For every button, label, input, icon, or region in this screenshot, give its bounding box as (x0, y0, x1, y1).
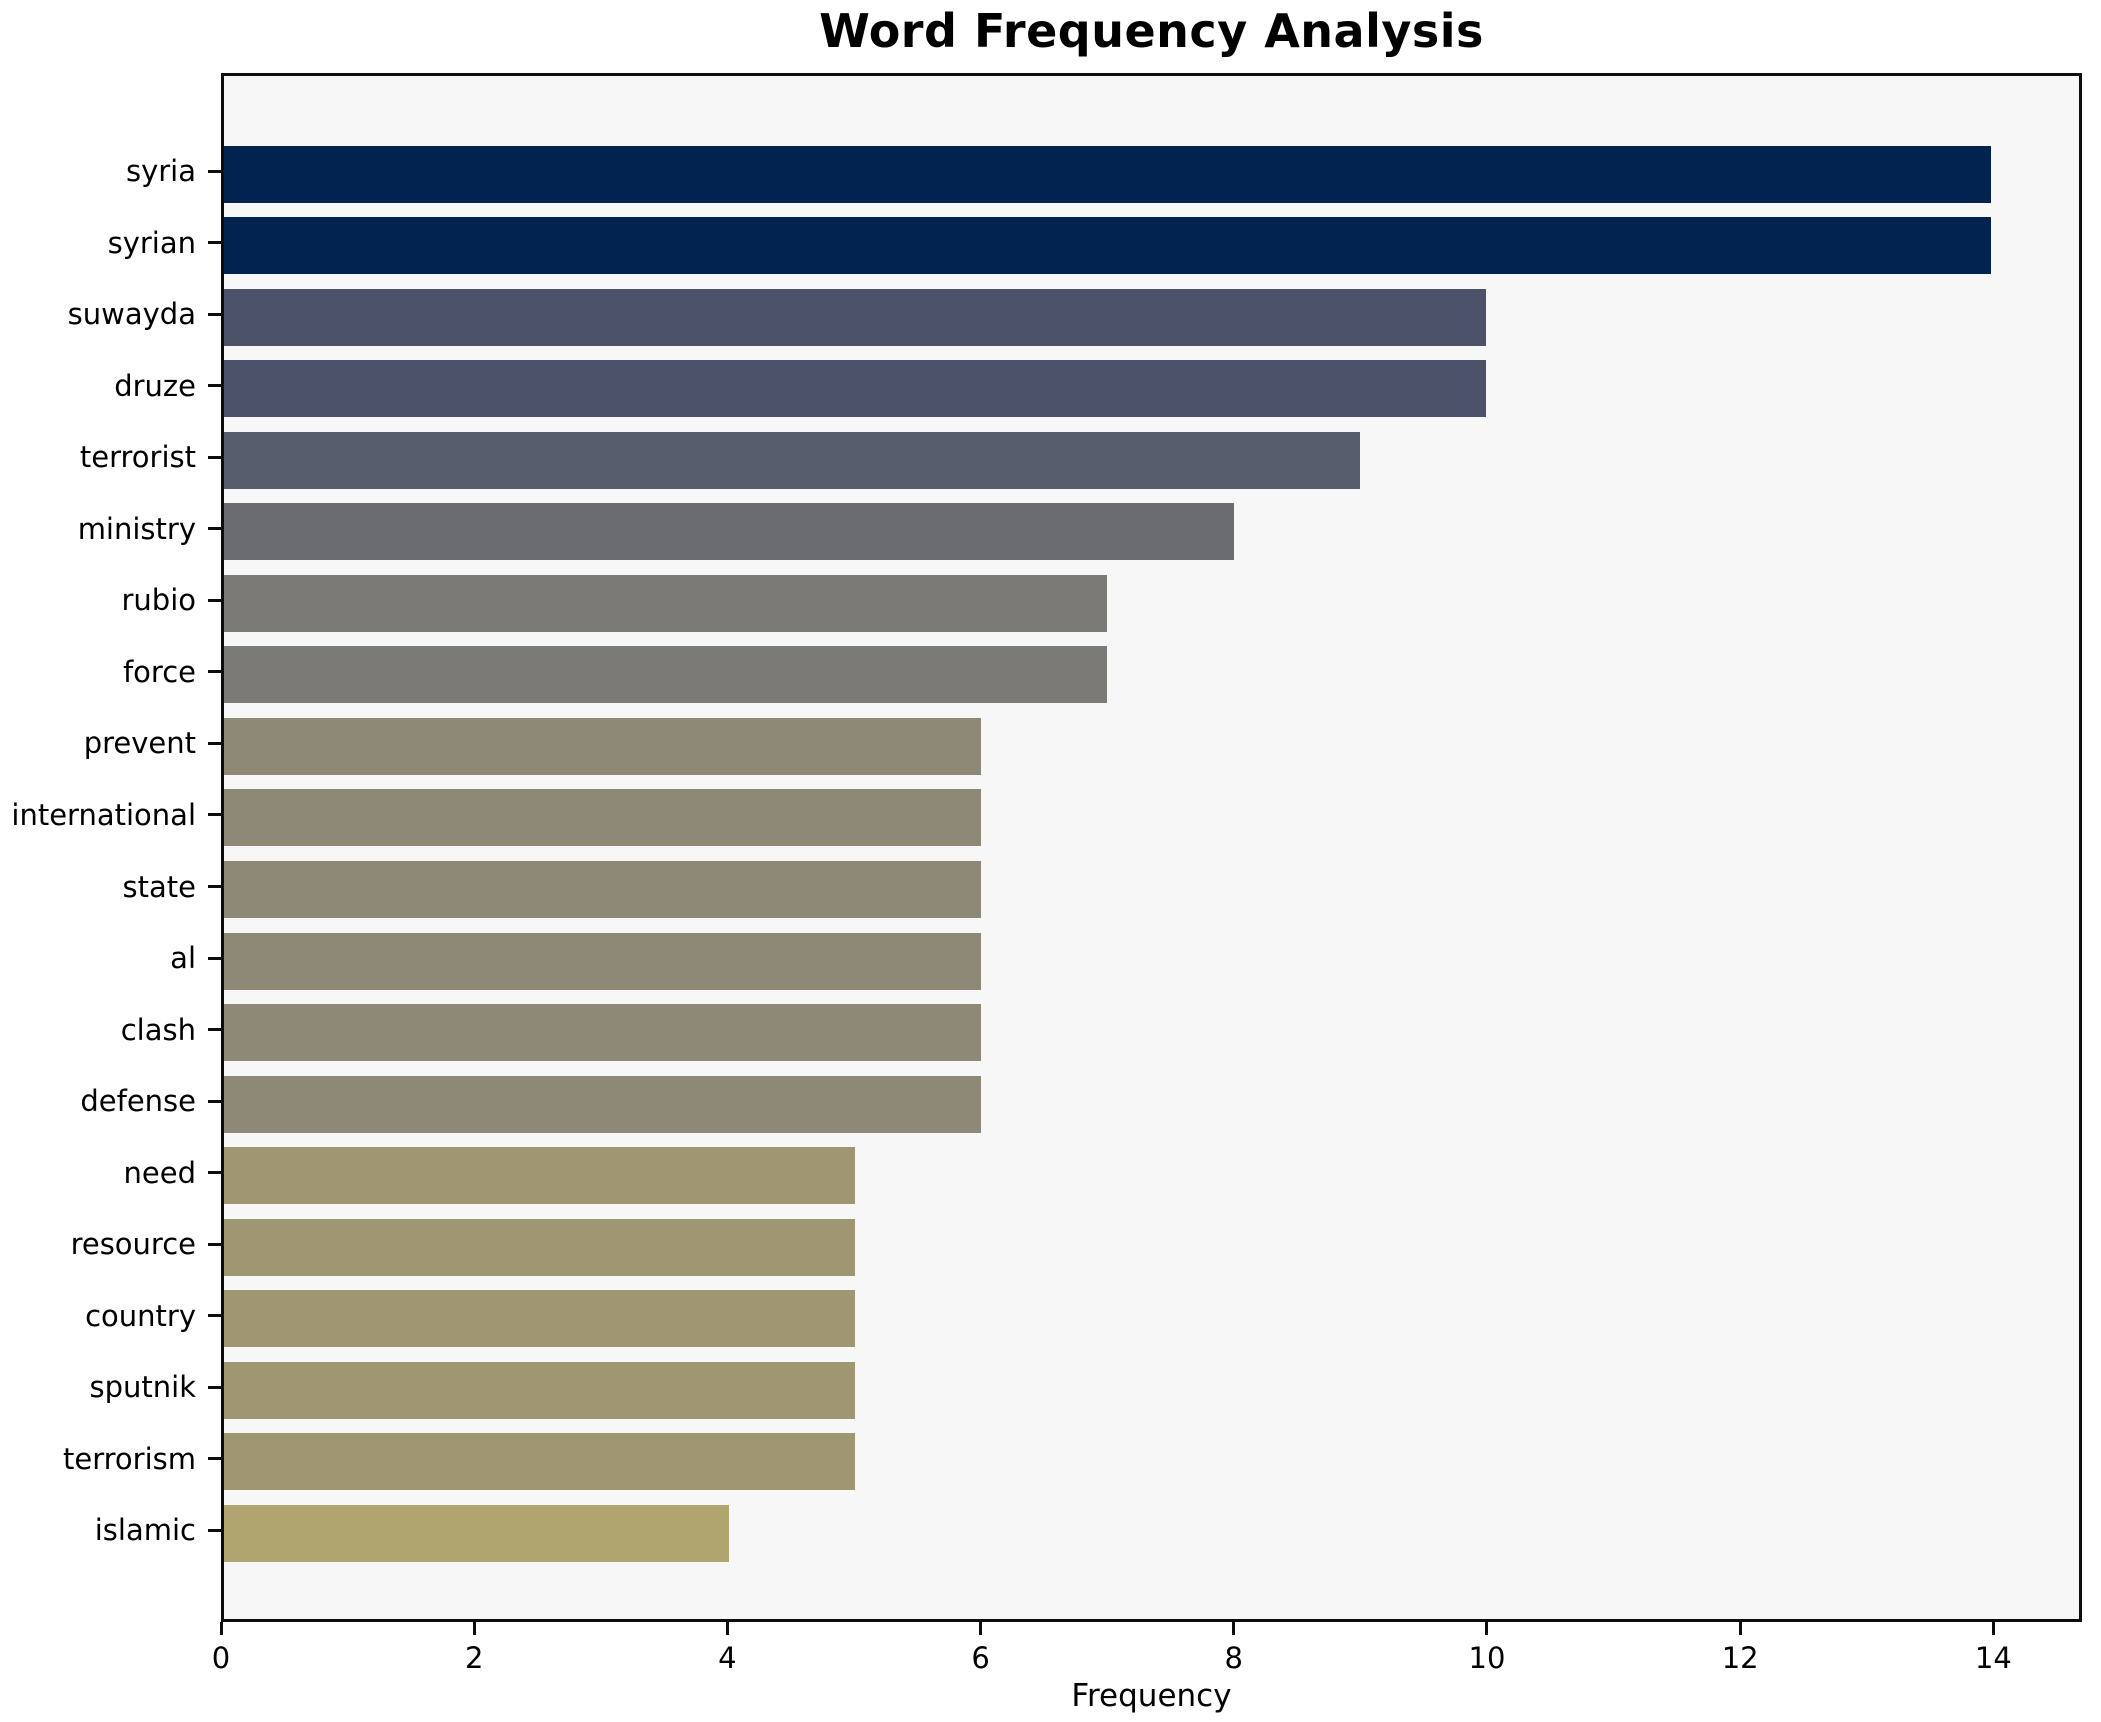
x-tick-mark (1485, 1622, 1489, 1635)
bar-rubio (224, 574, 1108, 632)
bar-sputnik (224, 1361, 855, 1419)
y-tick-mark (208, 598, 221, 602)
y-tick-label-druze: druze (114, 368, 196, 403)
bar-resource (224, 1218, 855, 1276)
y-tick-mark (208, 1528, 221, 1532)
bar-al (224, 932, 982, 990)
y-tick-mark (208, 455, 221, 459)
y-tick-label-terrorist: terrorist (79, 440, 196, 475)
bar-international (224, 789, 982, 847)
bar-ministry (224, 503, 1234, 561)
bar-syria (224, 145, 1991, 203)
x-tick-mark (219, 1622, 223, 1635)
y-tick-label-force: force (122, 654, 196, 689)
bar-clash (224, 1004, 982, 1062)
y-tick-mark (208, 1385, 221, 1389)
y-tick-mark (208, 956, 221, 960)
y-tick-mark (208, 1457, 221, 1461)
bar-druze (224, 360, 1486, 418)
y-tick-label-international: international (11, 797, 196, 832)
bar-force (224, 646, 1108, 704)
y-tick-label-rubio: rubio (121, 583, 196, 618)
y-tick-label-state: state (122, 869, 196, 904)
bar-syrian (224, 217, 1991, 275)
y-tick-mark (208, 1171, 221, 1175)
x-tick-mark (1991, 1622, 1995, 1635)
bar-need (224, 1147, 855, 1205)
y-tick-mark (208, 384, 221, 388)
y-tick-label-sputnik: sputnik (89, 1370, 197, 1405)
y-tick-label-suwayda: suwayda (67, 297, 196, 332)
x-tick-mark (472, 1622, 476, 1635)
chart-title: Word Frequency Analysis (819, 4, 1484, 58)
y-tick-mark (208, 1028, 221, 1032)
y-tick-label-al: al (170, 941, 196, 976)
bar-terrorist (224, 431, 1360, 489)
y-tick-label-clash: clash (120, 1012, 196, 1047)
x-tick-mark (979, 1622, 983, 1635)
y-tick-label-resource: resource (70, 1227, 196, 1262)
x-tick-label-12: 12 (1721, 1641, 1759, 1675)
plot-area (221, 73, 2082, 1622)
x-tick-label-2: 2 (464, 1641, 484, 1675)
y-tick-label-defense: defense (80, 1084, 196, 1119)
x-axis-title: Frequency (1071, 1678, 1232, 1714)
bar-islamic (224, 1504, 729, 1562)
bar-prevent (224, 717, 982, 775)
bar-defense (224, 1075, 982, 1133)
bar-state (224, 861, 982, 918)
x-tick-label-6: 6 (971, 1641, 990, 1675)
x-tick-label-0: 0 (211, 1641, 231, 1675)
y-tick-mark (208, 241, 221, 245)
y-tick-mark (208, 169, 221, 173)
x-tick-label-14: 14 (1974, 1641, 2012, 1675)
y-tick-label-need: need (123, 1155, 196, 1190)
y-tick-mark (208, 885, 221, 888)
y-tick-mark (208, 1099, 221, 1103)
y-tick-label-prevent: prevent (83, 726, 196, 761)
y-tick-mark (208, 1242, 221, 1246)
x-tick-mark (1738, 1622, 1742, 1635)
bar-country (224, 1290, 855, 1348)
y-tick-label-terrorism: terrorism (63, 1441, 196, 1476)
y-tick-label-ministry: ministry (77, 511, 196, 546)
x-tick-mark (1232, 1622, 1236, 1635)
y-tick-mark (208, 312, 221, 316)
y-tick-label-islamic: islamic (94, 1513, 196, 1548)
bar-terrorism (224, 1433, 855, 1491)
x-tick-label-10: 10 (1468, 1641, 1506, 1675)
y-tick-mark (208, 1314, 221, 1318)
x-tick-label-4: 4 (718, 1641, 737, 1675)
x-tick-mark (725, 1622, 729, 1635)
y-tick-mark (208, 741, 221, 745)
x-tick-label-8: 8 (1224, 1641, 1243, 1675)
y-tick-label-country: country (85, 1298, 196, 1333)
y-tick-mark (208, 670, 221, 674)
bar-suwayda (224, 288, 1486, 346)
y-tick-label-syria: syria (125, 154, 196, 188)
y-tick-label-syrian: syrian (107, 225, 196, 260)
y-tick-mark (208, 527, 221, 531)
y-tick-mark (208, 813, 221, 817)
